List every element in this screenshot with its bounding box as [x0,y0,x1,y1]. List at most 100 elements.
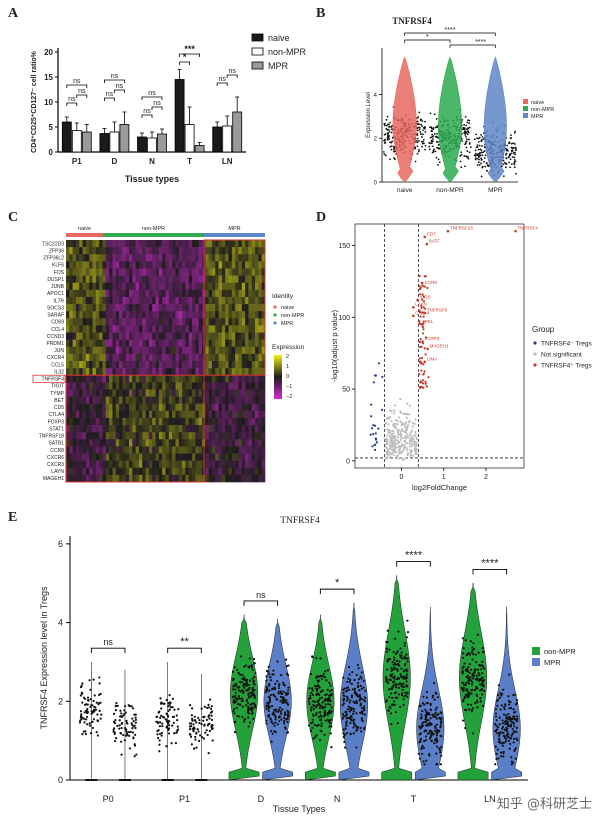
e-point [81,692,84,695]
c-heat-cell [75,410,80,419]
c-heat-cell [112,268,117,276]
c-heat-cell [221,339,226,348]
c-heat-cell [158,346,163,355]
b-point [424,127,426,130]
e-point [265,675,268,678]
c-heat-cell [198,325,203,333]
b-point [513,158,516,161]
c-heat-cell [231,425,236,433]
c-heat-cell [135,339,140,348]
e-point [396,669,399,672]
d-gene-label: CTLA4 [415,310,430,315]
e-point [271,687,274,690]
c-heat-cell [85,403,90,412]
e-point [474,678,477,681]
d-point-labeled [423,311,427,315]
e-point [247,712,250,715]
e-point [315,685,318,688]
c-heat-cell [145,403,150,412]
e-point [164,718,167,721]
c-heat-cell [192,375,196,383]
c-heat-cell [215,417,219,426]
e-point [235,700,238,703]
c-heat-cell [198,240,203,248]
a-sig-label: ns [116,83,124,90]
c-heat-cell [192,275,196,284]
e-point [476,694,479,698]
c-heat-cell [75,275,80,284]
c-heat-cell [195,311,199,319]
c-heat-cell [135,289,140,298]
b-point [478,158,480,161]
e-point [125,734,128,737]
e-point [394,696,397,699]
c-heat-cell [82,282,87,291]
e-point [307,700,311,703]
c-heat-cell [142,254,146,262]
c-heat-cell [145,382,150,390]
b-point [514,149,517,152]
e-point [477,672,480,675]
c-heat-cell [115,446,120,454]
e-point [417,752,421,755]
e-point [237,686,240,689]
c-heat-cell [261,332,266,340]
c-heat-cell [85,361,90,369]
c-heat-cell [251,275,256,284]
c-heat-cell [95,474,100,483]
e-point [439,748,442,752]
c-heat-cell [195,353,199,362]
b-point [460,153,463,156]
c-heat-cell [125,446,130,454]
c-heat-cell [145,325,150,333]
e-point [385,680,388,683]
e-point [388,678,392,681]
c-heat-cell [241,247,246,255]
c-heat-cell [241,261,246,269]
c-heat-cell [129,282,133,291]
e-point [328,690,332,693]
c-heat-cell [148,439,153,447]
e-point [347,677,350,680]
d-point-ns [413,444,416,447]
e-point [506,724,510,727]
e-point [508,673,511,676]
c-heat-cell [258,439,262,447]
c-heat-cell [125,417,130,426]
c-heat-cell [178,403,183,412]
e-point [356,681,360,685]
d-point-ns [402,436,405,440]
e-point [284,727,287,730]
c-heat-cell [115,325,120,333]
e-point [237,694,240,698]
d-point-ns [388,435,392,438]
e-points-LN-MPR [494,673,519,766]
e-point [265,722,268,725]
c-heat-cell [89,375,93,383]
c-heat-cell [258,474,262,483]
c-heat-cell [79,332,83,340]
c-heat-cell [82,396,87,405]
c-heat-cell [241,346,246,355]
c-heat-cell [155,375,160,383]
c-heat-cell [115,474,120,483]
c-heat-cell [79,240,83,248]
e-point [419,739,422,743]
c-heat-cell [218,240,223,248]
d-point-ns [404,457,407,460]
c-heat-cell [182,346,186,355]
e-point [471,707,474,710]
c-heat-cell [129,339,133,348]
c-heat-cell [208,446,213,454]
e-point [209,711,213,714]
c-heat-cell [192,268,196,276]
e-point [235,706,238,709]
e-point [385,647,389,650]
c-heat-cell [225,353,229,362]
c-heat-cell [102,361,107,369]
e-point [351,671,354,674]
d-point-ns [390,437,393,440]
c-heat-cell [135,275,140,284]
e-point [402,682,405,685]
c-heat-cell [221,375,226,383]
